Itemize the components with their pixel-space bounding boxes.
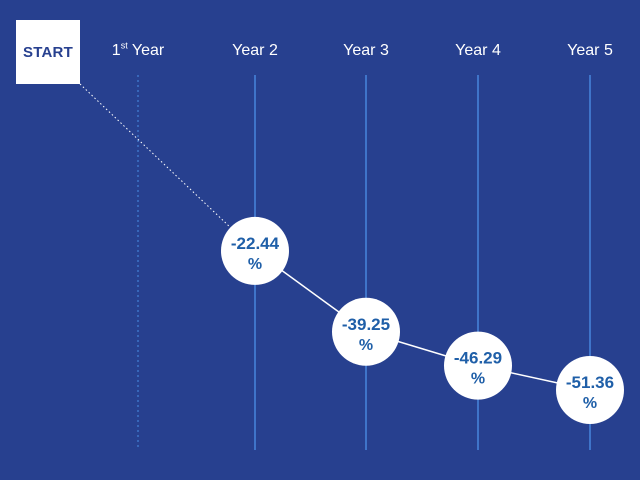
data-point: -51.36% <box>556 356 624 424</box>
first-year-word: Year <box>131 42 165 59</box>
start-label: START <box>23 43 73 61</box>
data-label-unit: % <box>471 371 485 388</box>
data-point: -39.25% <box>332 297 400 366</box>
grid-layer <box>137 75 591 450</box>
data-point-circle <box>332 297 400 366</box>
data-point-circle <box>556 356 624 424</box>
x-tick-label-year-2: Year 2 <box>232 42 278 59</box>
start-connector-line <box>79 83 256 252</box>
data-label-unit: % <box>359 337 373 354</box>
data-label-unit: % <box>583 395 597 412</box>
x-tick-label-year-4: Year 4 <box>455 42 501 59</box>
x-tick-label-year-3: Year 3 <box>343 42 389 59</box>
data-label-value: -46.29 <box>454 349 502 368</box>
data-label-unit: % <box>248 256 262 273</box>
data-label-value: -51.36 <box>566 373 614 392</box>
first-year-suffix: st <box>120 40 128 51</box>
data-label-value: -39.25 <box>342 315 390 334</box>
data-point-circle <box>221 216 289 285</box>
start-box: START <box>16 20 80 84</box>
x-tick-label-1st-year: 1st Year <box>111 40 165 60</box>
x-tick-label-year-5: Year 5 <box>567 42 613 59</box>
data-point-circle <box>444 331 512 400</box>
first-year-number: 1 <box>111 42 121 59</box>
point-layer: -22.44%-39.25%-46.29% -51.36% <box>221 216 624 424</box>
data-point: -46.29% <box>444 331 512 400</box>
data-point: -22.44% <box>221 216 289 285</box>
data-label-value: -22.44 <box>231 234 280 253</box>
